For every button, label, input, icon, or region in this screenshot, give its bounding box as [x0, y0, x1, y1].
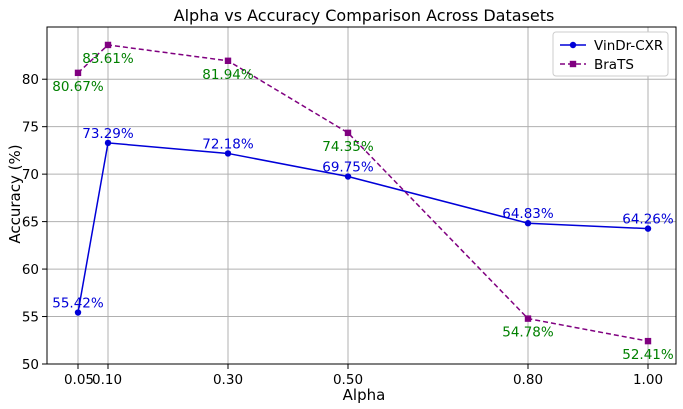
data-label: 73.29% [82, 126, 134, 142]
data-point [644, 337, 652, 345]
data-label: 64.26% [622, 212, 674, 228]
data-point [644, 225, 652, 232]
series-layer [74, 41, 652, 345]
data-point [524, 315, 532, 322]
data-label: 55.42% [52, 296, 104, 312]
x-tick-label: 0.50 [333, 372, 363, 388]
y-tick-label: 80 [22, 72, 39, 88]
y-tick-label: 65 [22, 215, 39, 231]
data-label: 69.75% [322, 160, 374, 176]
x-tick-label: 0.05 [64, 372, 94, 388]
y-axis-label: Accuracy (%) [6, 144, 24, 243]
data-point [74, 69, 82, 77]
data-point [344, 173, 352, 180]
legend-label: BraTS [594, 57, 634, 73]
x-tick-label: 0.10 [92, 372, 122, 388]
data-point [104, 139, 112, 147]
y-axis-ticks: 50 55 60 65 70 75 80 [22, 72, 47, 373]
y-tick-label: 50 [22, 357, 39, 373]
data-point [104, 41, 112, 49]
plot-frame [46, 26, 677, 365]
data-label: 83.61% [82, 51, 134, 67]
data-point [74, 309, 82, 316]
legend-marker [569, 60, 577, 68]
legend-marker [569, 41, 577, 49]
x-tick-label: 1.00 [633, 372, 663, 388]
x-tick-label: 0.30 [213, 372, 243, 388]
y-tick-label: 60 [22, 262, 39, 278]
y-tick-label: 75 [22, 120, 39, 136]
data-label: 54.78% [502, 325, 554, 341]
data-label: 72.18% [202, 136, 254, 152]
legend-box [552, 31, 669, 77]
data-point [224, 150, 232, 157]
chart-title: Alpha vs Accuracy Comparison Across Data… [174, 6, 555, 25]
data-label: 80.67% [52, 79, 104, 95]
data-point [344, 129, 352, 137]
data-labels: 55.42% 73.29% 72.18% 69.75% 64.83% 64.26% 80.6… [52, 51, 674, 363]
gridlines [47, 27, 676, 365]
legend-label: VinDr-CXR [594, 38, 663, 54]
data-label: 64.83% [502, 206, 554, 222]
y-tick-label: 55 [22, 310, 39, 326]
data-label: 81.94% [202, 67, 254, 83]
legend: VinDr-CXR BraTS [552, 31, 669, 77]
x-axis-ticks: 0.050.10 0.30 0.50 0.80 1.00 [64, 364, 663, 388]
data-label: 52.41% [622, 347, 674, 363]
x-axis-label: Alpha [343, 386, 386, 404]
series-line-vindr-cxr [77, 142, 649, 313]
series-line-brats [77, 44, 649, 342]
data-point [524, 220, 532, 227]
data-point [224, 57, 232, 64]
data-label: 74.35% [322, 139, 374, 155]
x-tick-label: 0.80 [513, 372, 543, 388]
y-tick-label: 70 [22, 167, 39, 183]
